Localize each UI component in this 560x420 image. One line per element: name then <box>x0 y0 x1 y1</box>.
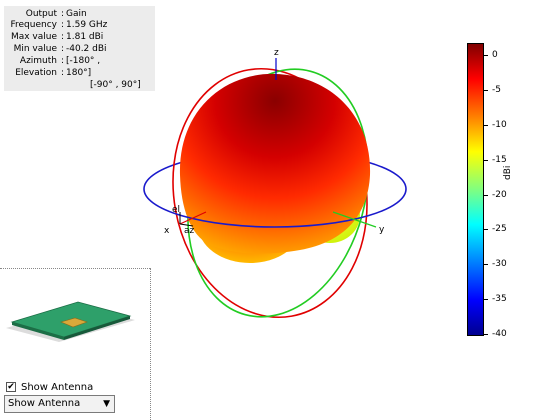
z-axis-label: z <box>274 48 279 58</box>
info-value: 180°] <box>66 68 92 78</box>
az-label: az <box>184 226 195 236</box>
info-colon: : <box>61 20 65 30</box>
colorbar-tick <box>484 89 488 91</box>
checkmark-icon: ✔ <box>7 381 15 392</box>
y-axis-line <box>332 211 377 228</box>
info-colon: : <box>61 9 65 19</box>
colorbar <box>467 43 484 336</box>
info-label: Azimuth <box>19 56 57 66</box>
y-axis-label: y <box>379 225 385 235</box>
info-colon: : <box>61 32 65 42</box>
colorbar-tick-label: -5 <box>492 84 501 95</box>
colorbar-tick-label: -15 <box>492 154 507 165</box>
colorbar-tick <box>484 334 488 335</box>
show-antenna-label: Show Antenna <box>21 381 94 393</box>
colorbar-tick <box>484 159 488 161</box>
show-antenna-checkbox[interactable]: ✔ <box>6 382 16 392</box>
colorbar-tick-label: -25 <box>492 224 507 235</box>
colorbar-tick-label: 0 <box>492 50 498 60</box>
colorbar-tick-label: -30 <box>492 259 507 270</box>
antenna-panel-border-top <box>0 268 150 269</box>
colorbar-tick-label: -40 <box>492 329 507 339</box>
pattern-info-panel: Output : Gain Frequency : 1.59 GHz Max v… <box>4 6 155 91</box>
show-antenna-checkbox-row[interactable]: ✔ Show Antenna <box>6 381 93 393</box>
triad-horizontal <box>179 223 194 227</box>
azimuth-ring-front <box>143 188 407 228</box>
info-label: Elevation <box>15 68 57 78</box>
antenna-substrate-edge <box>12 322 64 340</box>
info-label: Output <box>25 9 57 19</box>
info-label: Frequency <box>10 20 58 30</box>
x-axis-line <box>179 211 207 225</box>
colorbar-tick <box>484 229 488 231</box>
colorbar-tick-label: -10 <box>492 119 507 130</box>
colorbar-tick-label: -35 <box>492 294 507 305</box>
info-label: Min value <box>13 44 57 54</box>
main-lobe <box>179 73 371 254</box>
chevron-down-icon: ▼ <box>103 399 110 409</box>
info-value: 1.81 dBi <box>66 32 104 42</box>
colorbar-tick <box>484 55 488 56</box>
colorbar-tick <box>484 299 488 301</box>
antenna-substrate-side <box>64 316 130 340</box>
antenna-patch <box>60 317 88 328</box>
info-value: 1.59 GHz <box>66 20 108 30</box>
colorbar-tick <box>484 124 488 126</box>
antenna-view-dropdown-value: Show Antenna <box>8 398 81 409</box>
colorbar-unit-label: dBi <box>503 165 513 180</box>
info-value: [-180° , <box>66 56 101 66</box>
info-value: [-90° , 90°] <box>90 80 141 90</box>
colorbar-tick <box>484 264 488 266</box>
info-colon: : <box>61 44 65 54</box>
colorbar-tick <box>484 194 488 196</box>
info-colon: : <box>61 56 65 66</box>
info-value: -40.2 dBi <box>66 44 107 54</box>
info-colon: : <box>61 68 65 78</box>
antenna-view-dropdown[interactable]: Show Antenna ▼ <box>4 395 115 413</box>
el-label: el <box>172 205 180 215</box>
colorbar-tick-label: -20 <box>492 189 507 200</box>
info-value: Gain <box>66 9 87 19</box>
x-axis-label: x <box>164 226 170 236</box>
info-label: Max value <box>10 32 57 42</box>
antenna-panel-border-right <box>150 268 151 420</box>
